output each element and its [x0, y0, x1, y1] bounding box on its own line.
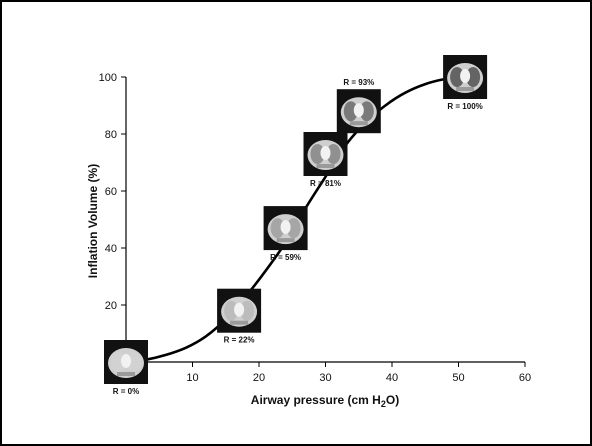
ct-scan-image: [303, 132, 348, 176]
r-label: R = 100%: [447, 102, 482, 111]
x-tick-label: 40: [386, 372, 398, 384]
r-label: R = 81%: [310, 179, 341, 188]
y-tick-label: 20: [105, 300, 117, 312]
ct-left-lung: [224, 300, 239, 321]
ct-scan-image: [443, 55, 488, 99]
y-tick-label: 60: [105, 186, 117, 198]
r-label: R = 93%: [343, 78, 374, 87]
x-tick-label: 30: [319, 372, 331, 384]
x-tick-label: 20: [253, 372, 265, 384]
ct-left-lung: [343, 101, 358, 122]
ct-right-lung: [466, 67, 481, 87]
x-tick-label: 60: [519, 372, 531, 384]
axes: [125, 77, 525, 363]
x-tick-label: 50: [452, 372, 464, 384]
ct-scan-image: [336, 89, 381, 134]
y-tick-label: 100: [99, 72, 117, 84]
ct-right-lung: [240, 300, 255, 321]
ct-dependent-region: [456, 87, 475, 91]
ct-dependent-region: [349, 121, 368, 126]
ct-heart: [460, 69, 471, 83]
ct-images: R = 0% R = 22% R = 59% R = 81% R = 93% R = 10…: [104, 55, 488, 396]
r-label: R = 59%: [270, 253, 301, 262]
ct-left-lung: [111, 352, 125, 372]
ct-right-lung: [359, 101, 374, 122]
ct-dependent-region: [117, 372, 135, 376]
ct-dependent-region: [316, 164, 335, 168]
y-tick-label: 80: [105, 129, 117, 141]
y-axis-title: Inflation Volume (%): [86, 164, 100, 278]
ct-heart: [121, 354, 131, 368]
ct-dependent-region: [276, 238, 295, 243]
ct-scan-image: [104, 340, 148, 384]
ct-scan-image: [263, 206, 308, 251]
ct-heart: [353, 103, 364, 118]
ct-heart: [234, 302, 245, 317]
x-tick-label: 10: [186, 372, 198, 384]
r-label: R = 0%: [113, 387, 139, 396]
ct-heart: [320, 146, 331, 160]
x-axis-title: Airway pressure (cm H2O): [251, 393, 399, 409]
ct-scan-image: [217, 288, 262, 333]
ct-right-lung: [326, 144, 341, 164]
ct-left-lung: [450, 67, 465, 87]
ct-left-lung: [310, 144, 325, 164]
y-tick-label: 40: [105, 243, 117, 255]
x-axis-title-subscript: 2: [381, 399, 386, 409]
r-label: R = 22%: [224, 336, 255, 345]
ct-heart: [280, 220, 291, 235]
ct-right-lung: [127, 352, 141, 372]
ct-left-lung: [270, 218, 285, 239]
ticks: 10 20 30 40 50 60 20 40 60 80 100: [99, 72, 531, 384]
ct-right-lung: [286, 218, 301, 239]
ct-dependent-region: [230, 320, 249, 325]
